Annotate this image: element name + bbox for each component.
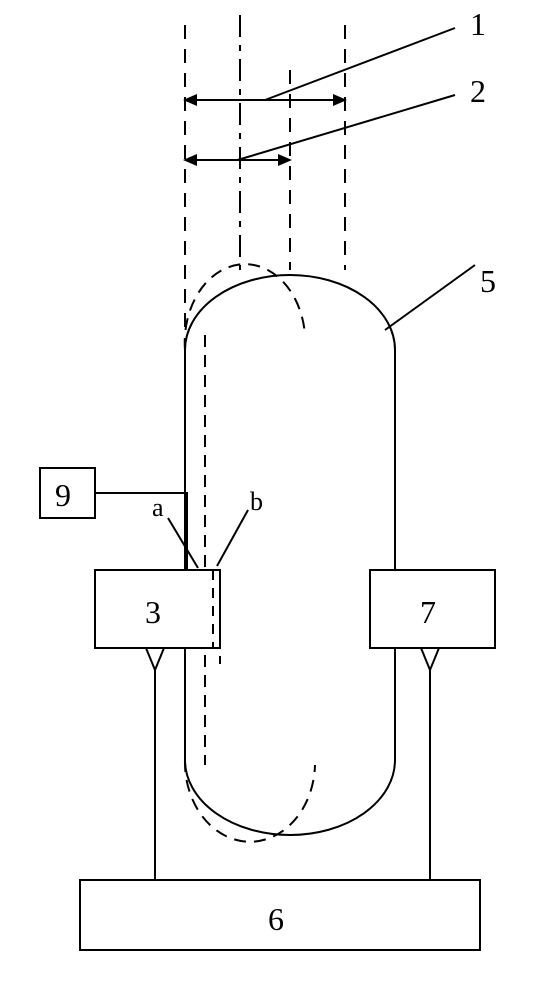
wire-9 [95, 493, 187, 570]
label-a: a [152, 493, 164, 522]
label-5: 5 [480, 263, 496, 299]
label-b: b [250, 487, 263, 516]
label-1: 1 [470, 6, 486, 42]
capsule-body [185, 275, 395, 835]
label-7: 7 [420, 594, 436, 630]
label-9: 9 [55, 477, 71, 513]
hanger-left-anchor [146, 648, 164, 670]
leader-line-2 [238, 95, 456, 160]
leader-line-1 [265, 28, 455, 100]
leader-line-5 [385, 265, 475, 330]
label-3: 3 [145, 594, 161, 630]
technical-diagram: 1 2 5 3 7 6 9 a b [0, 0, 555, 1000]
label-6: 6 [268, 901, 284, 937]
label-2: 2 [470, 73, 486, 109]
hanger-right-anchor [421, 648, 439, 670]
